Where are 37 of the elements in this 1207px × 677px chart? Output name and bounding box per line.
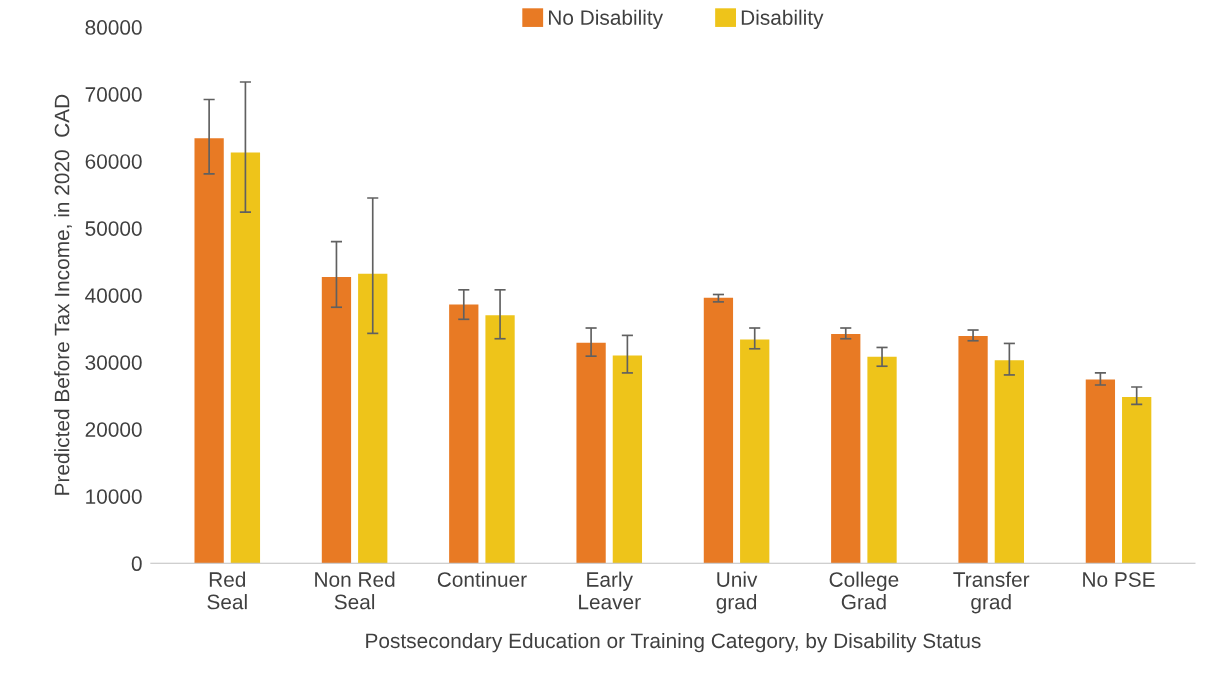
- y-tick-label: 40000: [85, 288, 142, 303]
- y-tick-label: 0: [131, 556, 142, 572]
- x-tick-label: College Grad: [829, 571, 899, 610]
- bar: [194, 138, 224, 564]
- legend-label: No Disability: [549, 9, 664, 30]
- bar: [867, 356, 897, 564]
- bar: [612, 355, 643, 564]
- y-axis-title: Predicted Before Tax Income, in 2020 CAD: [54, 94, 72, 495]
- bar: [958, 336, 988, 564]
- y-tick-label: 70000: [85, 87, 142, 102]
- bar: [485, 315, 515, 564]
- x-tick-label: Transfer grad: [953, 571, 1030, 614]
- y-tick-label: 10000: [86, 489, 142, 504]
- bar: [994, 360, 1024, 564]
- x-tick-label: Red Seal: [207, 571, 247, 610]
- x-tick-label: Non Red Seal: [315, 571, 395, 610]
- x-tick-label: No PSE: [1083, 572, 1155, 587]
- y-tick-label: 50000: [85, 221, 142, 236]
- bar: [740, 339, 770, 564]
- bar: [449, 304, 479, 564]
- y-tick-label: 30000: [85, 355, 142, 370]
- bar: [358, 273, 388, 564]
- bar: [1085, 379, 1116, 564]
- x-tick-label: Continuer: [437, 571, 527, 587]
- bar: [321, 277, 352, 564]
- bar: [1122, 397, 1152, 564]
- y-tick-label: 80000: [85, 20, 142, 35]
- x-tick-label: Early Leaver: [579, 571, 641, 610]
- y-tick-label: 20000: [85, 422, 142, 437]
- legend-label: Disability: [741, 9, 824, 30]
- bar: [576, 342, 606, 564]
- bar: [703, 297, 734, 564]
- y-tick-label: 60000: [85, 154, 142, 169]
- x-tick-label: Univ grad: [716, 571, 758, 614]
- x-axis-title: Postsecondary Education or Training Category, by Disability Status: [366, 632, 981, 653]
- bar: [831, 334, 861, 564]
- bar: [230, 152, 261, 564]
